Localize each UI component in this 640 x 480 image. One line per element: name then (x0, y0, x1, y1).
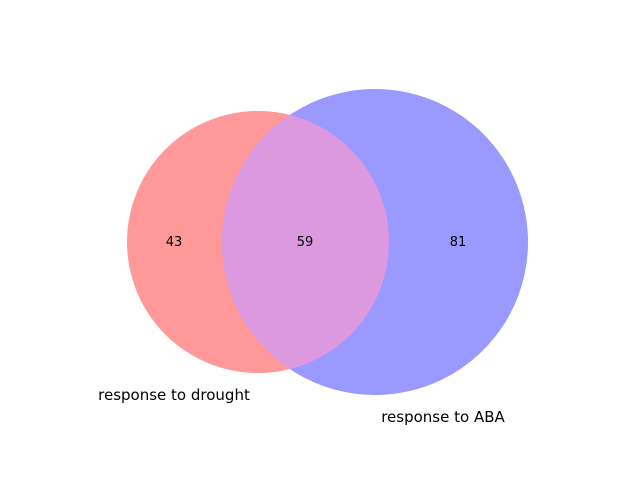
intersection-count: 59 (297, 235, 314, 250)
set-label-response-to-drought: response to drought (98, 386, 250, 404)
set-label-response-to-aba: response to ABA (381, 408, 505, 426)
aba-only-count: 81 (450, 235, 467, 250)
intersection-region (222, 111, 389, 373)
drought-only-count: 43 (166, 235, 183, 250)
